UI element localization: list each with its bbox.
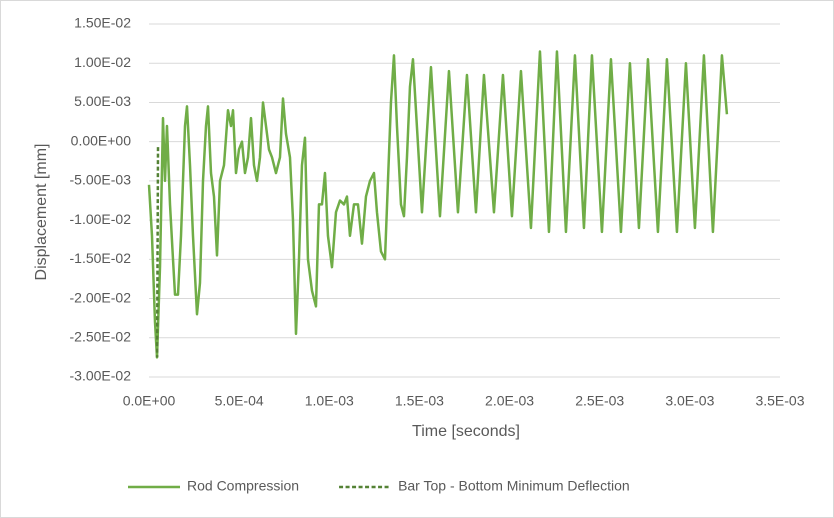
series-line bbox=[155, 147, 160, 358]
legend-label: Bar Top - Bottom Minimum Deflection bbox=[398, 478, 630, 494]
y-axis-title: Displacement [mm] bbox=[33, 144, 50, 281]
legend-label: Rod Compression bbox=[187, 478, 299, 494]
y-tick-label: -5.00E-03 bbox=[70, 172, 132, 188]
x-tick-label: 3.5E-03 bbox=[755, 393, 804, 409]
y-tick-label: -1.50E-02 bbox=[70, 250, 132, 266]
x-tick-label: 2.5E-03 bbox=[575, 393, 624, 409]
x-tick-label: 1.5E-03 bbox=[395, 393, 444, 409]
x-tick-label: 0.0E+00 bbox=[123, 393, 176, 409]
series-line bbox=[147, 50, 729, 359]
x-tick-label: 2.0E-03 bbox=[485, 393, 534, 409]
y-tick-label: 5.00E-03 bbox=[74, 93, 131, 109]
x-tick-label: 5.0E-04 bbox=[215, 393, 264, 409]
x-axis-title: Time [seconds] bbox=[412, 423, 520, 440]
y-tick-label: -3.00E-02 bbox=[70, 368, 132, 384]
y-tick-label: -2.50E-02 bbox=[70, 328, 132, 344]
y-tick-label: 1.50E-02 bbox=[74, 15, 131, 31]
x-tick-label: 3.0E-03 bbox=[665, 393, 714, 409]
y-tick-label: 1.00E-02 bbox=[74, 54, 131, 70]
y-tick-label: 0.00E+00 bbox=[71, 132, 132, 148]
y-tick-label: -2.00E-02 bbox=[70, 289, 132, 305]
y-tick-label: -1.00E-02 bbox=[70, 211, 132, 227]
x-tick-label: 1.0E-03 bbox=[305, 393, 354, 409]
